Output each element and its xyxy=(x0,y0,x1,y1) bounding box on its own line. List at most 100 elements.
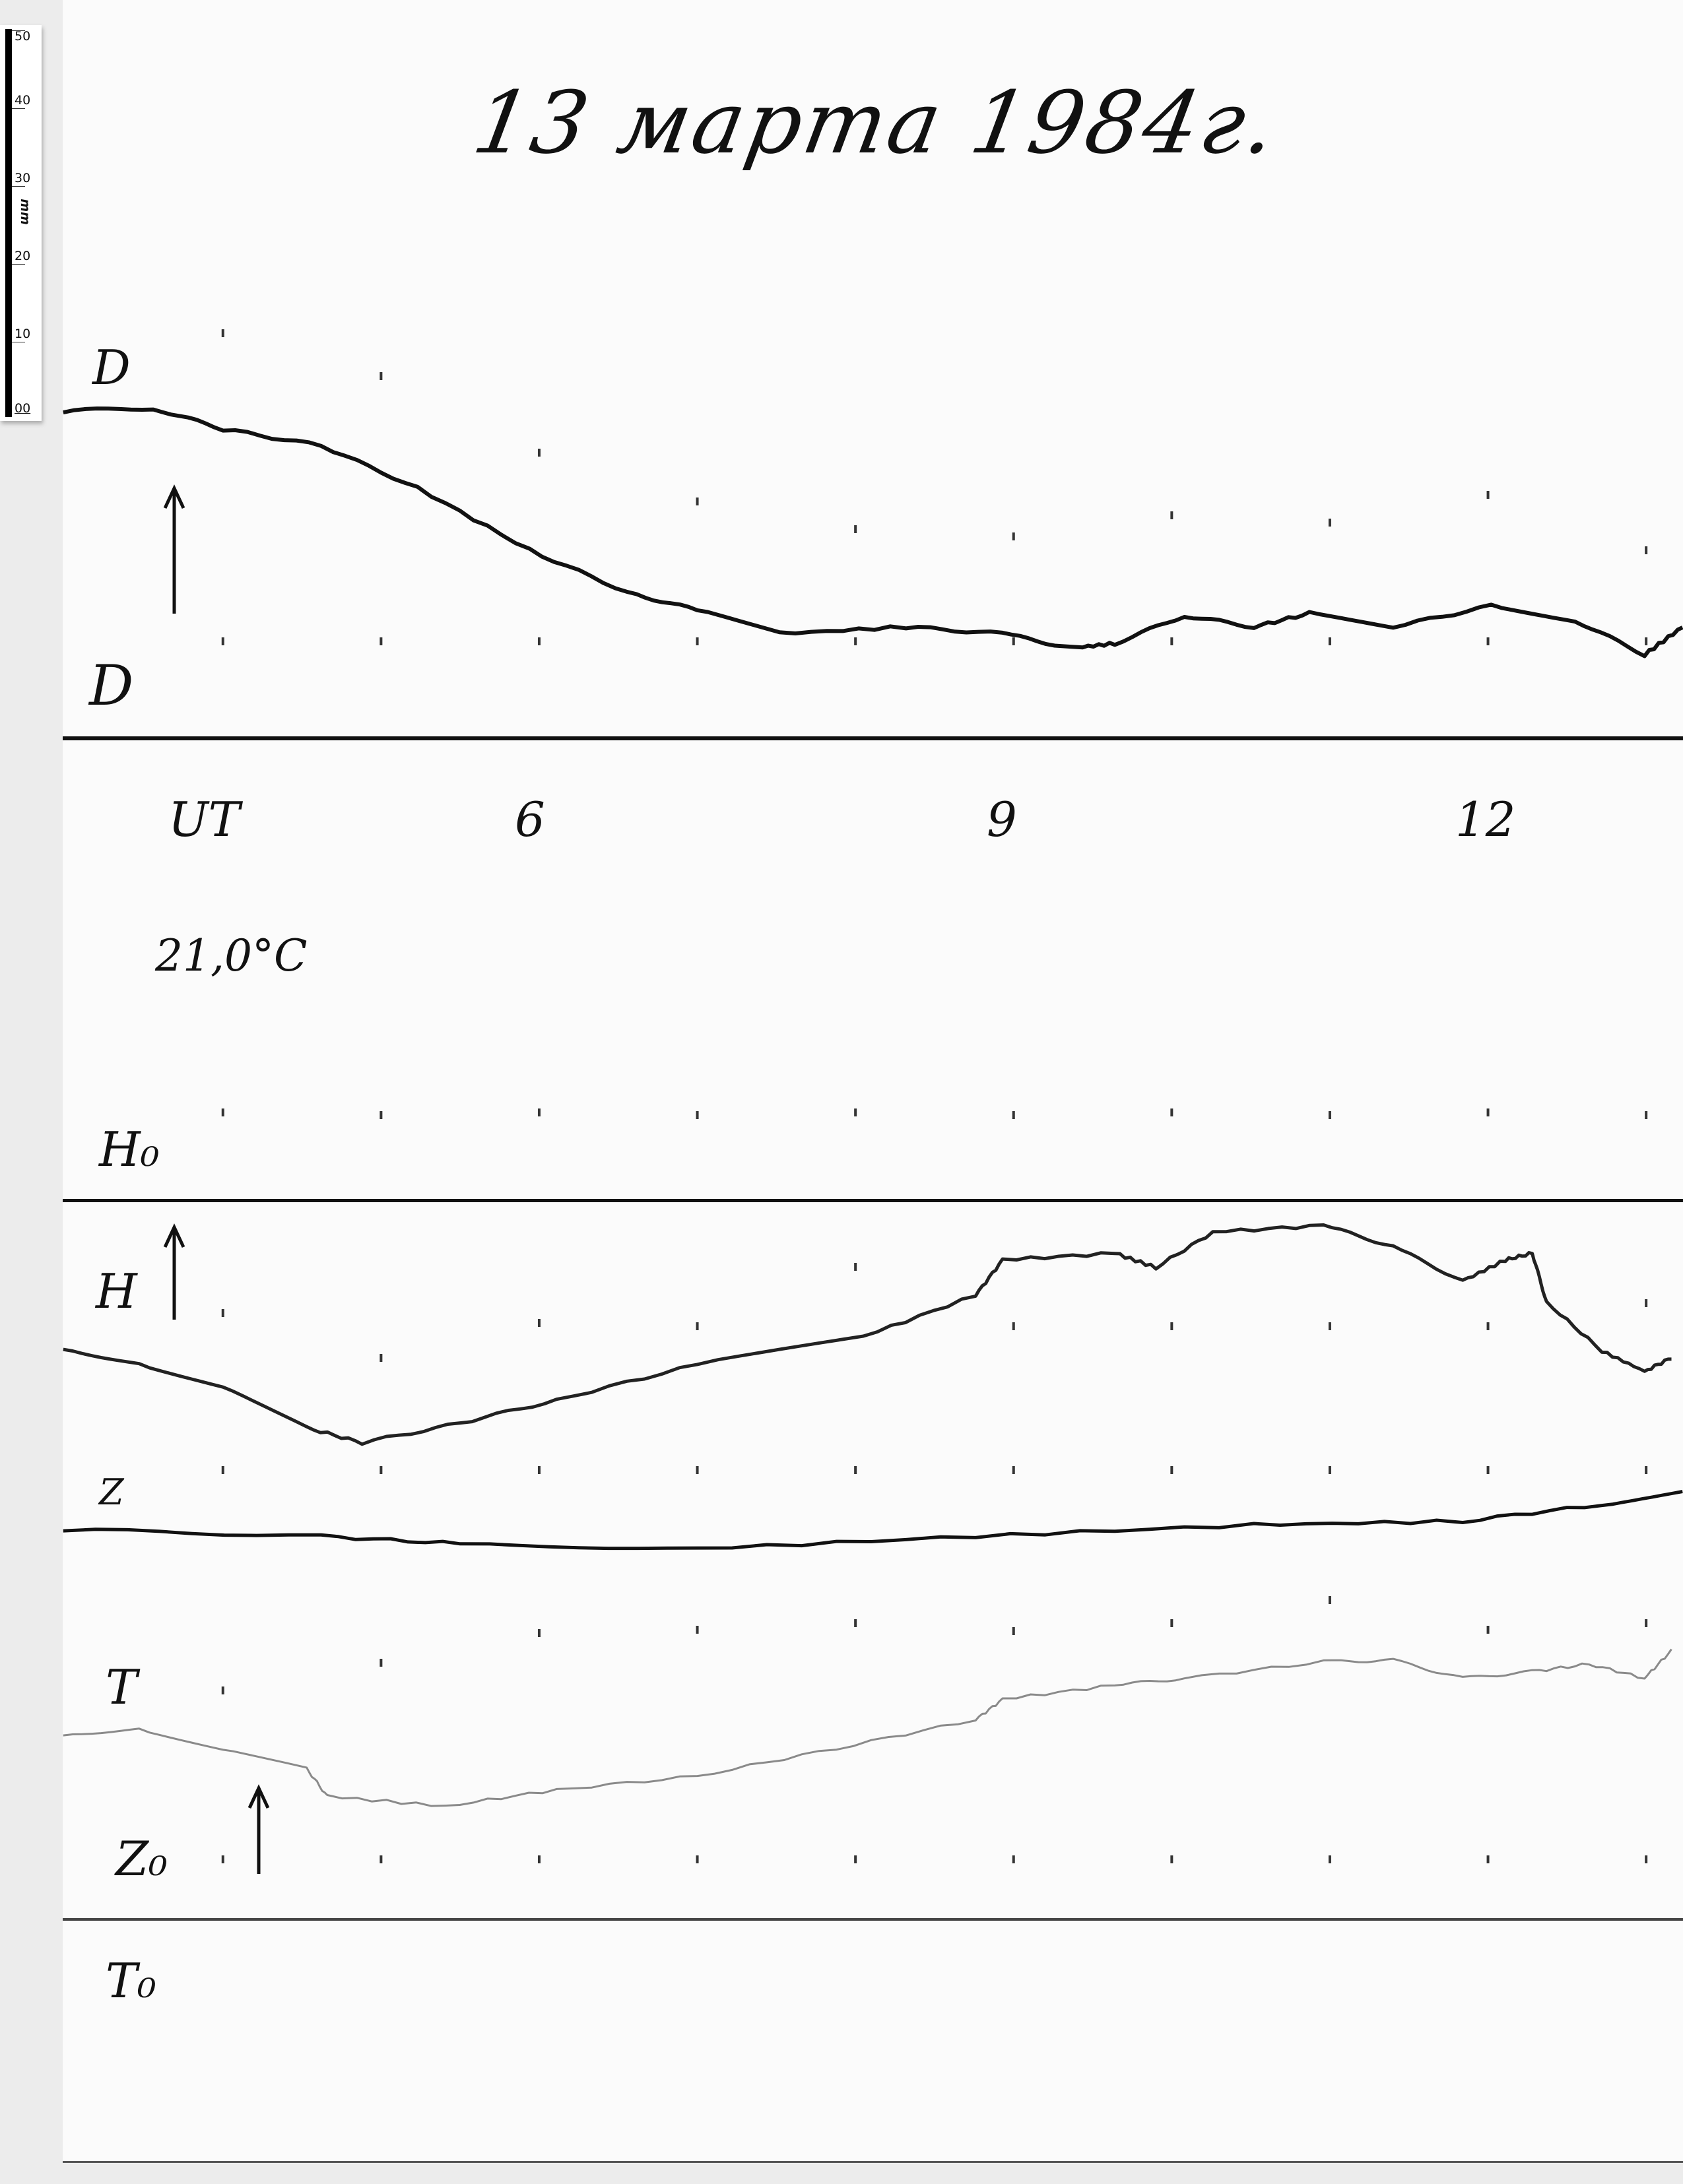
timing-mark-h xyxy=(854,1263,857,1271)
timing-mark-d-upper xyxy=(1170,511,1173,519)
scale-label: 10 xyxy=(15,327,31,341)
trace-d xyxy=(63,406,1683,658)
timing-mark-t xyxy=(1012,1627,1015,1635)
timing-mark-h0 xyxy=(1486,1108,1490,1116)
label-z: Z xyxy=(99,1471,124,1513)
timing-mark-h0 xyxy=(696,1111,699,1119)
label-d-top: D xyxy=(92,340,131,395)
baseline-z0-t0 xyxy=(63,1918,1683,1921)
timing-mark-d-upper xyxy=(1012,532,1015,540)
trace-h xyxy=(63,1223,1672,1446)
timing-mark-d-lower xyxy=(221,637,224,645)
hour-label-9: 9 xyxy=(987,792,1017,847)
timing-mark-h0 xyxy=(1328,1111,1331,1119)
timing-mark-z xyxy=(854,1466,857,1474)
timing-mark-h0 xyxy=(1645,1111,1648,1119)
timing-mark-d-upper xyxy=(537,449,541,457)
arrow-head-icon xyxy=(163,484,185,509)
timing-mark-z0 xyxy=(380,1855,383,1863)
label-ut: UT xyxy=(168,792,240,847)
label-h: H xyxy=(96,1264,137,1319)
timing-mark-h xyxy=(1486,1322,1490,1330)
label-t0: T₀ xyxy=(106,1953,156,2008)
timing-mark-d-upper xyxy=(1486,491,1490,499)
scale-label: 50 xyxy=(15,29,31,44)
timing-mark-d-upper xyxy=(380,372,383,380)
scale-tick xyxy=(12,30,25,31)
mm-scale-ruler: 50 40 30 mm 20 10 00 xyxy=(0,25,42,421)
timing-mark-t xyxy=(537,1629,541,1637)
scale-label: 30 xyxy=(15,171,31,185)
timing-mark-d-lower xyxy=(380,637,383,645)
scale-bar xyxy=(5,29,12,417)
timing-mark-t xyxy=(1170,1619,1173,1627)
timing-mark-h xyxy=(380,1354,383,1362)
label-h0: H₀ xyxy=(99,1122,160,1177)
timing-mark-z0 xyxy=(854,1855,857,1863)
timing-mark-h xyxy=(1012,1322,1015,1330)
timing-mark-t xyxy=(380,1659,383,1667)
timing-mark-h xyxy=(696,1322,699,1330)
timing-mark-z0 xyxy=(696,1855,699,1863)
timing-mark-d-upper xyxy=(221,329,224,337)
timing-mark-t xyxy=(1645,1619,1648,1627)
timing-mark-d-upper xyxy=(1328,519,1331,527)
label-z0: Z₀ xyxy=(116,1831,168,1886)
timing-mark-h0 xyxy=(1170,1108,1173,1116)
timing-mark-z0 xyxy=(537,1855,541,1863)
timing-mark-d-lower xyxy=(1170,637,1173,645)
timing-mark-d-upper xyxy=(696,498,699,505)
timing-mark-h xyxy=(1170,1322,1173,1330)
timing-mark-h xyxy=(537,1319,541,1327)
timing-mark-z0 xyxy=(1328,1855,1331,1863)
scale-label: 00 xyxy=(15,401,31,416)
arrow-head-icon xyxy=(163,1223,185,1248)
timing-mark-t xyxy=(1328,1596,1331,1604)
timing-mark-t xyxy=(221,1686,224,1694)
timing-mark-d-lower xyxy=(1645,637,1648,645)
timing-mark-z xyxy=(537,1466,541,1474)
scale-tick xyxy=(12,264,25,265)
timing-mark-z xyxy=(1328,1466,1331,1474)
timing-mark-z xyxy=(1170,1466,1173,1474)
timing-mark-d-upper xyxy=(1645,546,1648,554)
trace-t xyxy=(63,1648,1672,1807)
temperature-label: 21,0°C xyxy=(155,930,308,981)
baseline-h0 xyxy=(63,1199,1683,1202)
timing-mark-z0 xyxy=(1170,1855,1173,1863)
timing-mark-d-upper xyxy=(854,525,857,533)
timing-mark-z xyxy=(1645,1466,1648,1474)
timing-mark-z xyxy=(696,1466,699,1474)
label-t: T xyxy=(106,1659,138,1715)
scale-label: 40 xyxy=(15,93,31,108)
magnetogram-sheet xyxy=(63,0,1683,2163)
timing-mark-z xyxy=(221,1466,224,1474)
timing-mark-d-lower xyxy=(1328,637,1331,645)
scale-label: 20 xyxy=(15,249,31,263)
timing-mark-h0 xyxy=(380,1111,383,1119)
timing-mark-h xyxy=(221,1309,224,1317)
timing-mark-z xyxy=(1012,1466,1015,1474)
hour-label-12: 12 xyxy=(1455,792,1516,847)
timing-mark-d-lower xyxy=(537,637,541,645)
timing-mark-d-lower xyxy=(1486,637,1490,645)
timing-mark-z0 xyxy=(1645,1855,1648,1863)
timing-mark-h0 xyxy=(221,1108,224,1116)
timing-mark-d-lower xyxy=(854,637,857,645)
timing-mark-t xyxy=(1486,1626,1490,1634)
timing-mark-h0 xyxy=(1012,1111,1015,1119)
timing-mark-t xyxy=(854,1619,857,1627)
label-d-bottom: D xyxy=(89,653,134,718)
timing-mark-d-lower xyxy=(696,637,699,645)
hour-label-6: 6 xyxy=(515,792,545,847)
timing-mark-z0 xyxy=(1012,1855,1015,1863)
timing-mark-z0 xyxy=(221,1855,224,1863)
timing-mark-d-lower xyxy=(1012,637,1015,645)
timing-mark-h xyxy=(1645,1299,1648,1307)
timing-mark-z xyxy=(380,1466,383,1474)
timing-mark-h0 xyxy=(537,1108,541,1116)
arrow-head-icon xyxy=(248,1784,270,1809)
baseline-d xyxy=(63,736,1683,740)
trace-z xyxy=(63,1490,1683,1551)
scale-tick xyxy=(12,108,25,109)
